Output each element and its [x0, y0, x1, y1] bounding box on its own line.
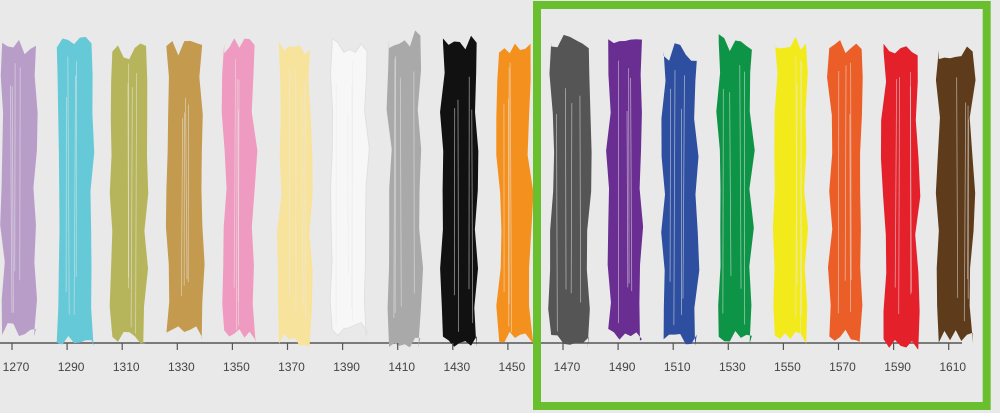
brush-streak	[236, 78, 238, 331]
color-swatch	[329, 37, 370, 337]
color-swatch	[772, 36, 808, 345]
color-swatch	[827, 40, 863, 344]
tick-label: 1590	[884, 360, 911, 374]
color-swatch	[496, 43, 534, 344]
brush-streak	[399, 77, 402, 307]
brush-streak	[393, 58, 396, 318]
tick-label: 1410	[388, 360, 415, 374]
brush-streak	[570, 103, 573, 294]
brush-streak	[898, 77, 900, 314]
brush-streak	[669, 88, 672, 282]
brush-streak	[135, 72, 138, 334]
brush-streak	[394, 56, 397, 313]
tick-label: 1430	[443, 360, 470, 374]
brush-streak	[963, 102, 967, 322]
tick-label: 1470	[554, 360, 581, 374]
tick-label: 1450	[499, 360, 526, 374]
tick-label: 1610	[939, 360, 966, 374]
brush-streak	[729, 92, 732, 276]
brush-streak	[10, 85, 13, 313]
brush-streak	[800, 60, 802, 316]
color-swatch	[606, 39, 644, 341]
brush-streak	[180, 117, 184, 296]
tick-label: 1570	[829, 360, 856, 374]
brush-streak	[471, 109, 474, 323]
color-swatch	[880, 43, 921, 350]
brush-streak	[849, 114, 851, 313]
color-swatch	[386, 30, 424, 348]
highlight-box	[533, 1, 991, 410]
brush-streak	[73, 75, 76, 315]
tick-label: 1350	[223, 360, 250, 374]
brush-streak	[11, 86, 14, 313]
brush-streak	[630, 77, 633, 292]
brush-streak	[130, 87, 133, 328]
color-swatch	[276, 41, 313, 348]
brush-streak	[795, 82, 798, 318]
brush-streak	[457, 99, 459, 332]
brush-streak	[894, 79, 898, 288]
tick-label: 1530	[719, 360, 746, 374]
brush-streak	[351, 61, 354, 308]
brush-streak	[509, 62, 512, 333]
tick-label: 1290	[58, 360, 85, 374]
brush-streak	[626, 110, 629, 288]
color-swatch	[548, 34, 592, 349]
tick-label: 1510	[664, 360, 691, 374]
tick-label: 1550	[774, 360, 801, 374]
brush-streak	[67, 56, 70, 315]
brush-streak	[301, 92, 304, 307]
tick-label: 1270	[3, 360, 30, 374]
color-swatch	[221, 38, 258, 343]
brush-streak	[956, 77, 959, 299]
tick-label: 1490	[609, 360, 636, 374]
brush-streak	[579, 95, 582, 303]
color-swatch	[935, 46, 976, 344]
brush-streak	[19, 67, 21, 281]
brush-streak	[565, 88, 567, 290]
color-swatch	[0, 39, 38, 337]
brush-streak	[682, 75, 685, 299]
color-swatch	[661, 43, 700, 346]
brush-streak	[844, 65, 847, 281]
tick-label: 1330	[168, 360, 195, 374]
color-swatch	[109, 43, 149, 344]
color-swatch	[716, 34, 755, 344]
brush-streak	[347, 113, 349, 274]
brush-streak	[673, 70, 676, 326]
brush-streak	[850, 62, 852, 281]
tick-label: 1370	[278, 360, 305, 374]
tick-label: 1390	[333, 360, 360, 374]
brush-streak	[127, 83, 130, 278]
brush-streak	[413, 71, 415, 294]
brush-streak	[185, 97, 188, 280]
color-swatch	[165, 40, 205, 340]
brush-streak	[739, 65, 742, 289]
brush-streak	[233, 59, 237, 288]
tick-label: 1310	[113, 360, 140, 374]
brush-streak	[556, 114, 558, 332]
